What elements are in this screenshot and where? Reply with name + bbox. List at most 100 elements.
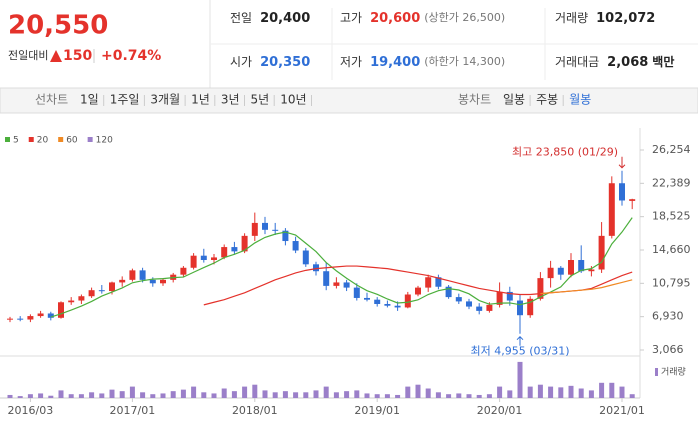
volume-bar: [150, 394, 156, 398]
candle-body: [476, 306, 483, 311]
candle-body: [547, 267, 554, 279]
volume-bar: [27, 394, 33, 398]
change-pct: +0.74%: [101, 48, 161, 64]
y-tick-label: 10,795: [652, 276, 691, 289]
candle-body: [568, 260, 574, 275]
legend-label: 5: [13, 136, 19, 146]
volume-bar: [89, 392, 95, 398]
tab[interactable]: 3년: [221, 93, 240, 107]
volume-bar: [486, 394, 492, 398]
volume-bar: [68, 394, 74, 398]
volume-bar: [619, 386, 625, 398]
candle-body: [180, 267, 187, 275]
field-value: 20,400: [260, 11, 310, 26]
volume-bar: [7, 394, 13, 398]
legend-swatch: [58, 137, 64, 142]
tab[interactable]: 1일: [80, 93, 99, 107]
candle-body: [292, 241, 299, 251]
field-note: (하한가 14,300): [424, 54, 505, 68]
candle-body: [109, 282, 115, 292]
volume-bar: [517, 361, 523, 398]
legend-label: 120: [96, 136, 113, 146]
volume-bar: [425, 388, 431, 398]
ma-line: [540, 279, 633, 295]
volume-bar: [242, 386, 248, 398]
y-tick-label: 18,525: [652, 210, 691, 223]
volume-bar: [48, 395, 54, 398]
legend-swatch: [87, 137, 93, 142]
candle-body: [629, 199, 636, 201]
volume-bar: [38, 393, 44, 398]
volume-bar: [78, 394, 84, 398]
candle-body: [425, 277, 432, 288]
legend-swatch: [28, 137, 34, 142]
candle-body: [527, 298, 534, 316]
candle-body: [119, 279, 126, 283]
field-label: 저가: [340, 55, 362, 69]
tab[interactable]: 3개월: [150, 93, 180, 107]
candle-body: [149, 279, 156, 284]
tab[interactable]: 5년: [251, 93, 270, 107]
x-tick-label: 2021/01: [599, 404, 645, 417]
volume-bar: [629, 394, 635, 398]
volume-bar: [272, 392, 278, 398]
candle-body: [241, 235, 248, 252]
volume-bar: [58, 390, 64, 398]
volume-bar: [609, 382, 615, 398]
tab-group-label: 봉차트: [458, 93, 491, 107]
candle-body: [68, 300, 75, 303]
candle-body: [343, 282, 350, 288]
candle-body: [58, 302, 64, 318]
volume-bar: [507, 390, 513, 398]
volume-bar: [313, 390, 319, 398]
x-tick-label: 2019/01: [354, 404, 400, 417]
candle-body: [557, 267, 564, 275]
volume-bar: [201, 392, 207, 398]
tab[interactable]: 1년: [191, 93, 210, 107]
candle-body: [272, 229, 279, 231]
volume-bar: [129, 386, 135, 398]
volume-bar: [119, 391, 125, 398]
volume-bar: [588, 390, 594, 398]
y-tick-label: 6,930: [652, 310, 684, 323]
tab[interactable]: 1주일: [110, 93, 140, 107]
tab[interactable]: 주봉: [536, 93, 558, 107]
field: 거래량 102,072: [555, 11, 655, 26]
candle-body: [78, 296, 85, 301]
candle-body: [608, 183, 615, 236]
tab[interactable]: 월봉: [569, 93, 591, 107]
volume-bar: [160, 393, 166, 398]
candle-body: [190, 255, 197, 268]
tab-group-label: 선차트: [35, 93, 68, 107]
tab[interactable]: 10년: [280, 93, 306, 107]
current-price: 20,550: [8, 11, 108, 41]
candle-body: [353, 287, 360, 298]
legend-label: 거래량: [661, 366, 686, 378]
candle-body: [374, 299, 381, 304]
field: 시가 20,350: [230, 55, 310, 70]
chart: 26,254 22,389 18,525 14,660 10,795 6,930 3,066…: [0, 128, 691, 417]
field-label: 거래량: [555, 11, 588, 25]
candle-body: [537, 278, 544, 299]
candle-body: [506, 291, 513, 301]
candle-body: [37, 313, 44, 317]
volume-bar: [109, 389, 115, 398]
fields: 전일 20,400 고가 20,600 (상한가 26,500) 거래량 102,072 시가…: [230, 11, 674, 70]
volume-bar: [435, 392, 441, 398]
x-tick-label: 2016/03: [8, 404, 54, 417]
tab[interactable]: 일봉: [503, 93, 525, 107]
candle-body: [394, 305, 401, 308]
candle-body: [517, 300, 523, 316]
candle-body: [231, 247, 238, 252]
volume-bar: [293, 392, 299, 398]
candle-body: [333, 282, 340, 286]
volume-bar: [456, 393, 462, 398]
volume-bar: [252, 384, 258, 398]
volume-bar: [333, 392, 339, 398]
volume-bar: [231, 391, 237, 398]
volume-bar: [476, 394, 482, 398]
volume-bar: [364, 393, 370, 398]
candle-body: [282, 230, 289, 242]
field-unit: 백만: [652, 54, 674, 69]
